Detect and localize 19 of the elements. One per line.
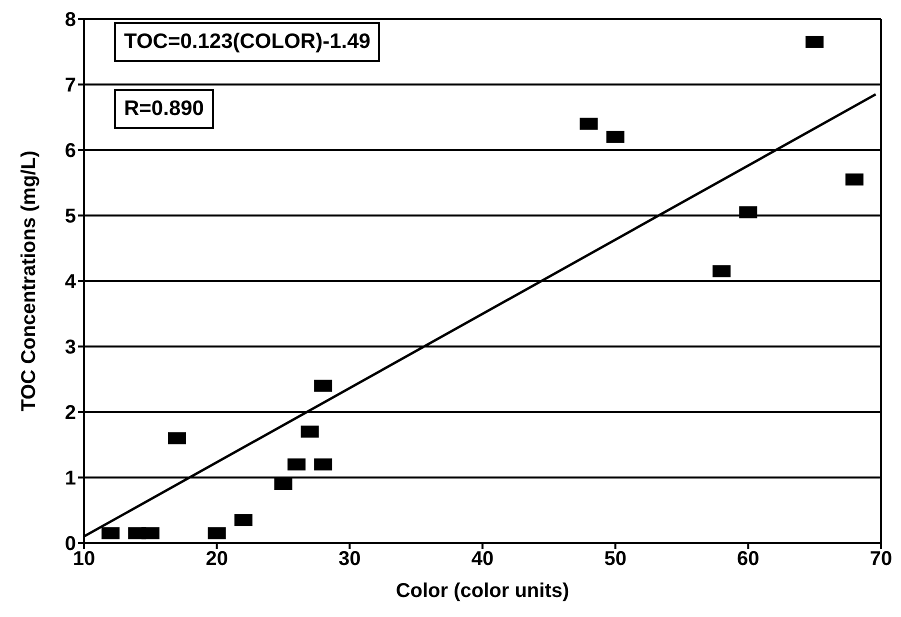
x-tick-label: 30	[338, 548, 361, 570]
x-tick-label: 60	[737, 548, 760, 570]
y-tick-label: 2	[64, 402, 76, 424]
annotation: TOC=0.123(COLOR)-1.49	[114, 22, 380, 62]
y-tick-label: 1	[64, 468, 76, 490]
x-tick-label: 20	[206, 548, 228, 570]
y-tick-label: 8	[64, 9, 76, 32]
y-tick-label: 6	[64, 140, 76, 162]
x-tick-label: 50	[604, 548, 626, 570]
y-tick-label: 5	[64, 206, 76, 228]
y-tick-label: 3	[64, 336, 76, 359]
y-tick-label: 4	[64, 271, 77, 294]
x-axis-title: Color (color units)	[396, 580, 570, 602]
x-tick-label: 40	[471, 548, 494, 570]
y-tick-label: 7	[64, 74, 76, 97]
x-tick-label: 70	[870, 548, 892, 570]
annotation: R=0.890	[114, 89, 214, 129]
y-axis-title: TOC Concentrations (mg/L)	[18, 150, 40, 412]
x-tick-label: 10	[72, 548, 96, 570]
